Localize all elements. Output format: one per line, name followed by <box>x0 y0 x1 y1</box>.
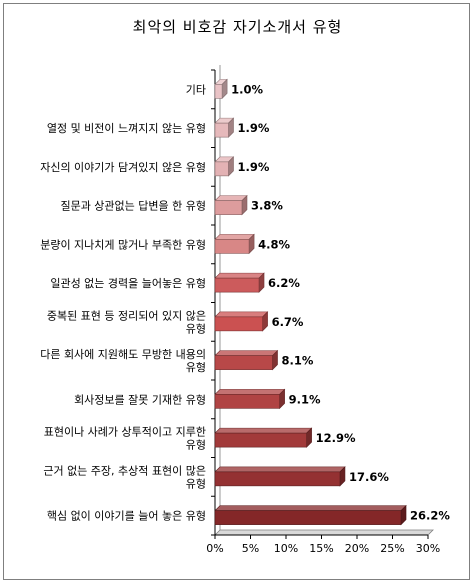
bar-top <box>214 234 255 240</box>
bar-top <box>214 389 286 395</box>
bar-top <box>214 505 407 511</box>
category-label: 유형 <box>186 439 206 452</box>
x-tick-label: 10% <box>274 542 298 555</box>
bar <box>214 432 307 448</box>
category-label: 핵심 없이 이야기를 늘어 놓은 유형 <box>47 510 206 523</box>
category-label: 유형 <box>186 477 206 490</box>
bar <box>214 510 402 525</box>
bar-top <box>214 466 346 473</box>
x-tick-label: 25% <box>380 542 404 555</box>
category-label: 근거 없는 주장, 추상적 표현이 많은 <box>43 464 206 477</box>
category-label: 유형 <box>186 361 206 374</box>
chart-title: 최악의 비호감 자기소개서 유형 <box>132 18 343 36</box>
category-label: 다른 회사에 지원해도 무방한 내용의 <box>40 347 206 361</box>
chart-floor <box>214 529 434 536</box>
category-label: 일관성 없는 경력을 늘어놓은 유형 <box>50 276 206 290</box>
x-tick-label: 0% <box>206 542 223 555</box>
value-label: 1.9% <box>237 160 269 174</box>
category-label: 분량이 지나치게 많거나 부족한 유형 <box>40 238 206 251</box>
value-label: 9.1% <box>289 392 321 406</box>
value-label: 1.9% <box>237 121 269 135</box>
category-label: 질문과 상관없는 답변을 한 유형 <box>60 200 206 213</box>
bar <box>214 161 229 177</box>
bar <box>214 122 229 138</box>
category-label: 표현이나 사례가 상투적이고 지루한 <box>44 426 206 439</box>
value-label: 6.2% <box>268 276 300 290</box>
value-label: 1.0% <box>231 82 263 96</box>
value-label: 8.1% <box>282 354 314 368</box>
x-tick-label: 15% <box>309 542 333 555</box>
value-label: 3.8% <box>251 199 283 213</box>
value-label: 12.9% <box>316 431 356 445</box>
bar <box>214 277 260 293</box>
value-label: 26.2% <box>410 509 450 523</box>
bar-top <box>214 272 265 279</box>
category-label: 중복된 표현 등 정리되어 있지 않은 <box>47 309 206 322</box>
value-label: 4.8% <box>258 237 290 251</box>
bar <box>214 316 263 332</box>
bar <box>214 84 223 99</box>
bar-top <box>214 195 248 201</box>
bar <box>214 471 341 487</box>
bar <box>214 239 250 254</box>
bar-top <box>214 311 269 318</box>
x-tick-label: 5% <box>242 542 259 555</box>
bar <box>214 355 273 370</box>
category-label: 열정 및 비전이 느껴지지 않는 유형 <box>47 122 206 135</box>
category-label: 회사정보를 잘못 기재한 유형 <box>74 393 206 406</box>
value-label: 6.7% <box>272 315 304 329</box>
category-label: 유형 <box>186 322 206 335</box>
category-label: 자신의 이야기가 담겨있지 않은 유형 <box>40 161 206 174</box>
value-label: 17.6% <box>349 470 389 484</box>
bar-top <box>214 350 279 356</box>
x-tick-label: 20% <box>345 542 369 555</box>
bar <box>214 394 280 409</box>
bar <box>214 200 243 215</box>
bar-top <box>214 427 313 434</box>
x-tick-label: 30% <box>416 542 440 555</box>
category-label: 기타 <box>186 83 206 96</box>
